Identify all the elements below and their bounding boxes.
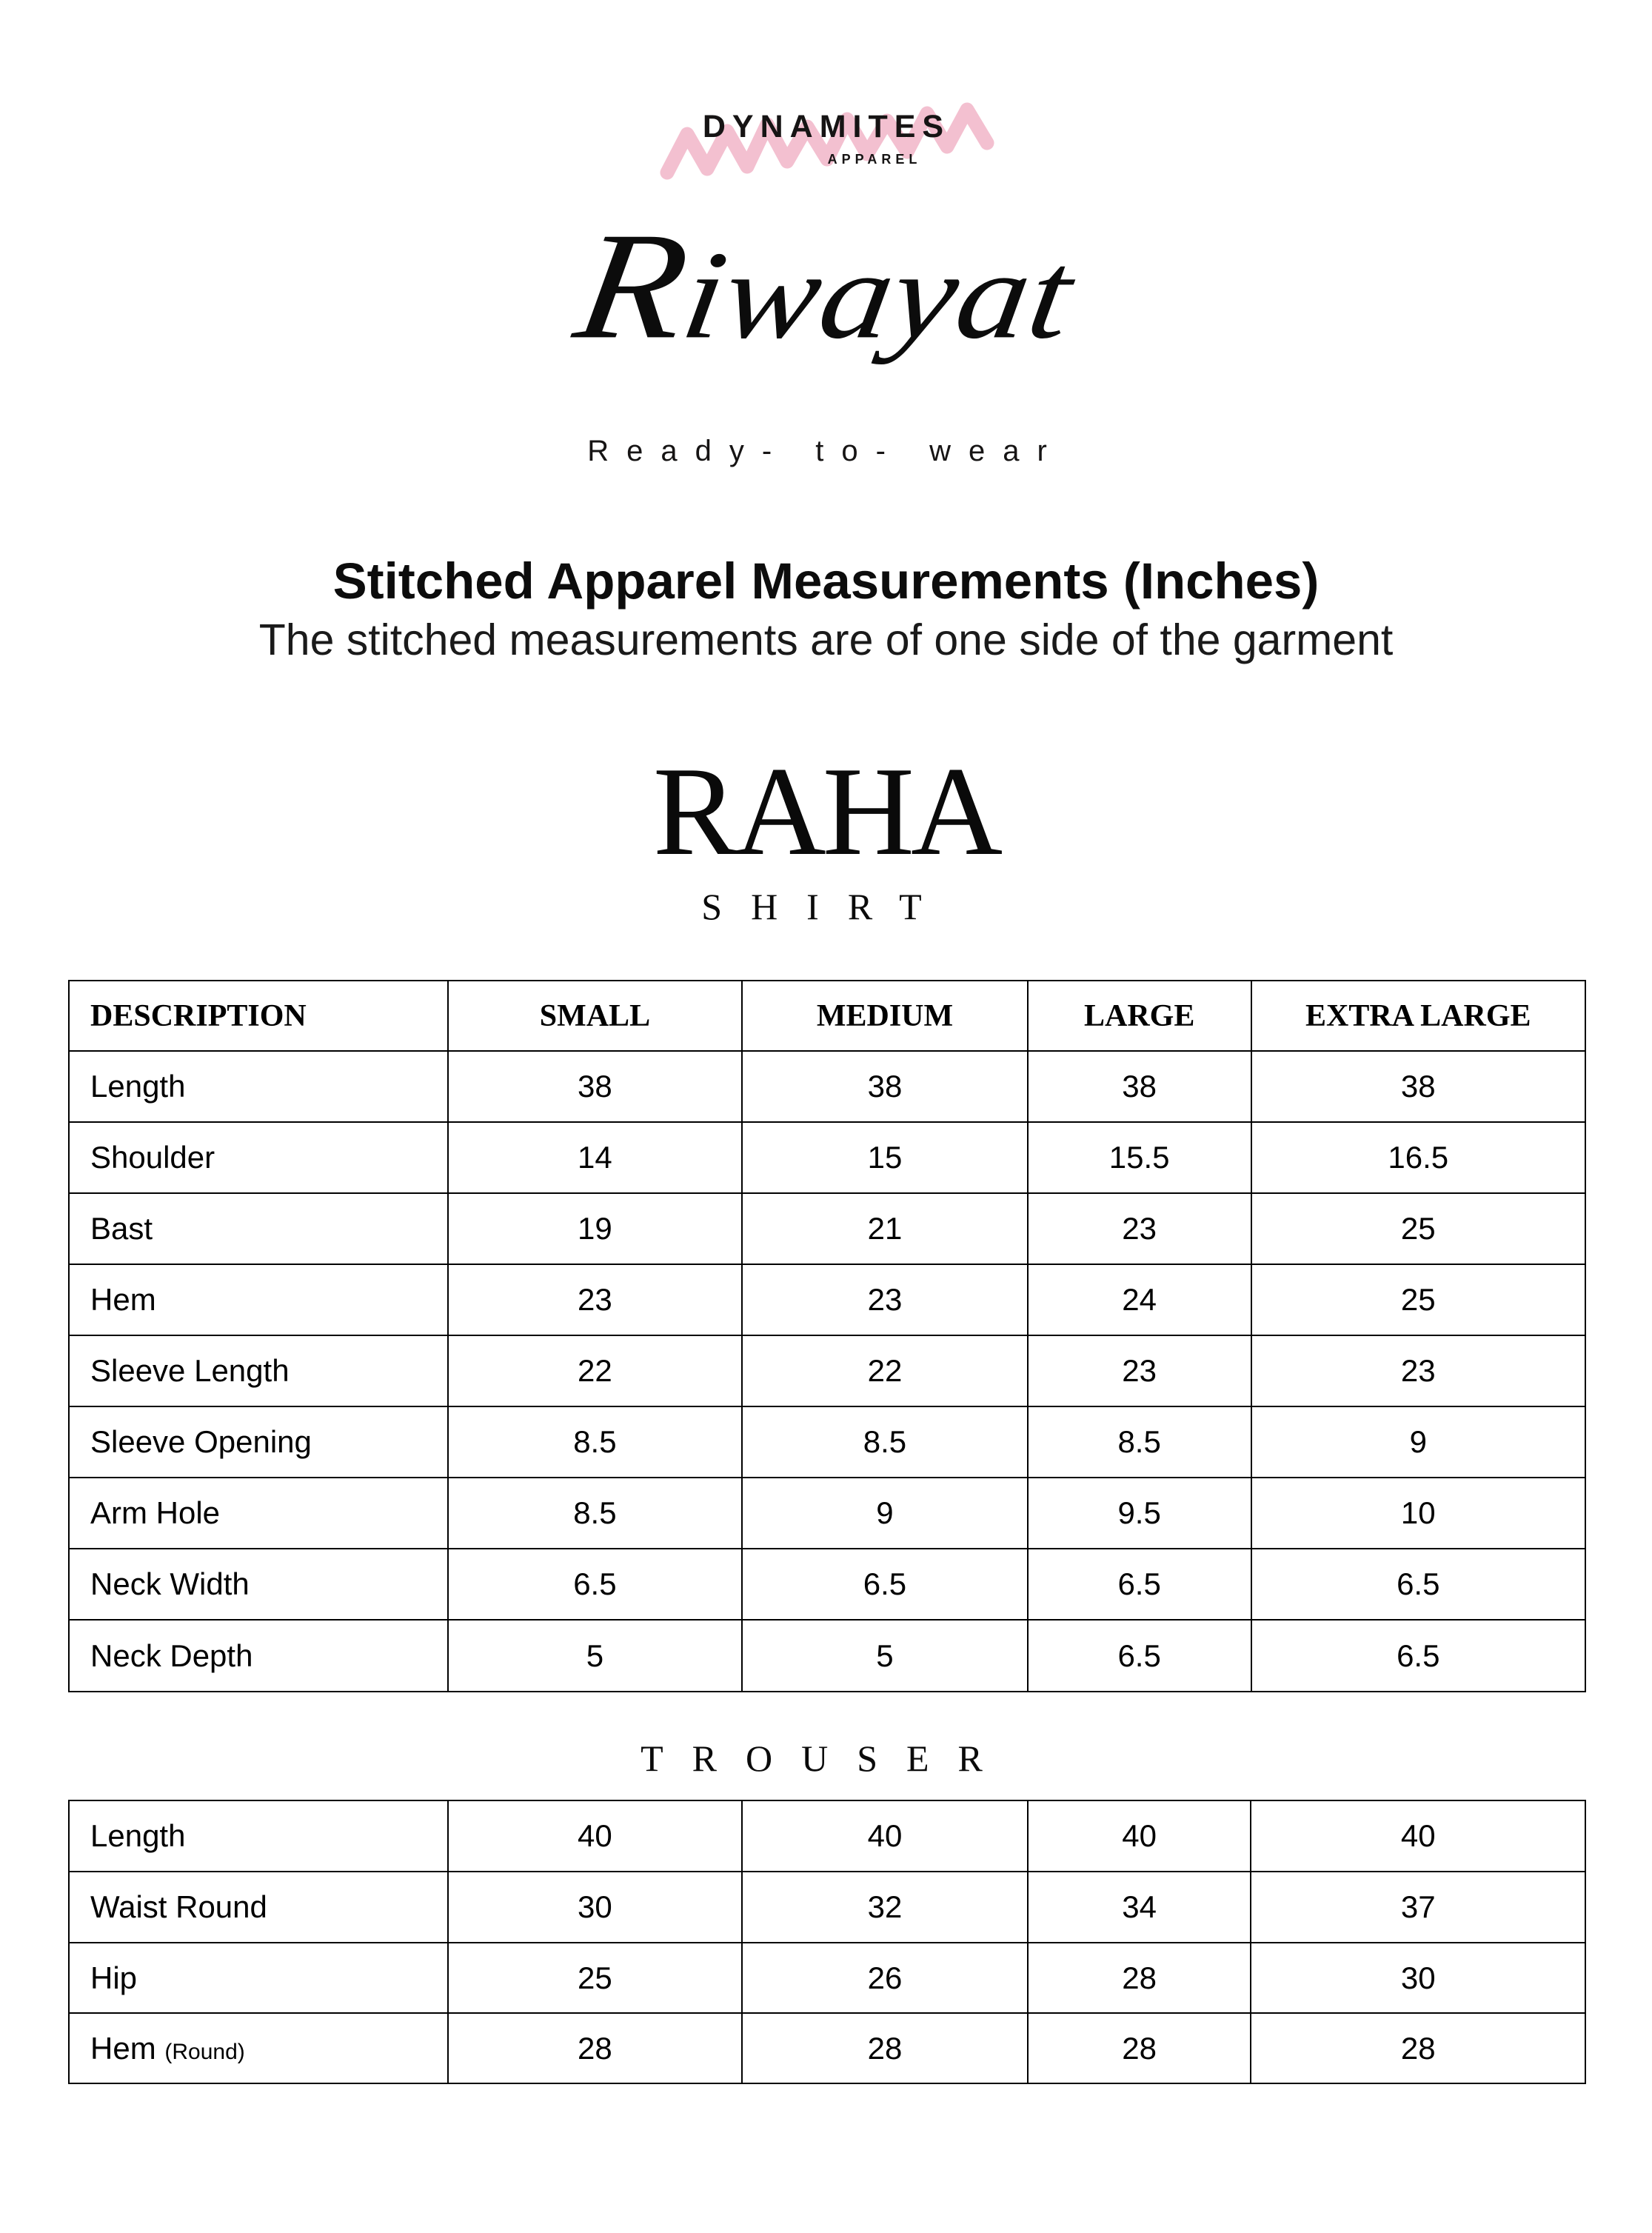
svg-text:DYNAMITES: DYNAMITES (702, 109, 949, 144)
svg-text:APPAREL: APPAREL (827, 152, 921, 167)
